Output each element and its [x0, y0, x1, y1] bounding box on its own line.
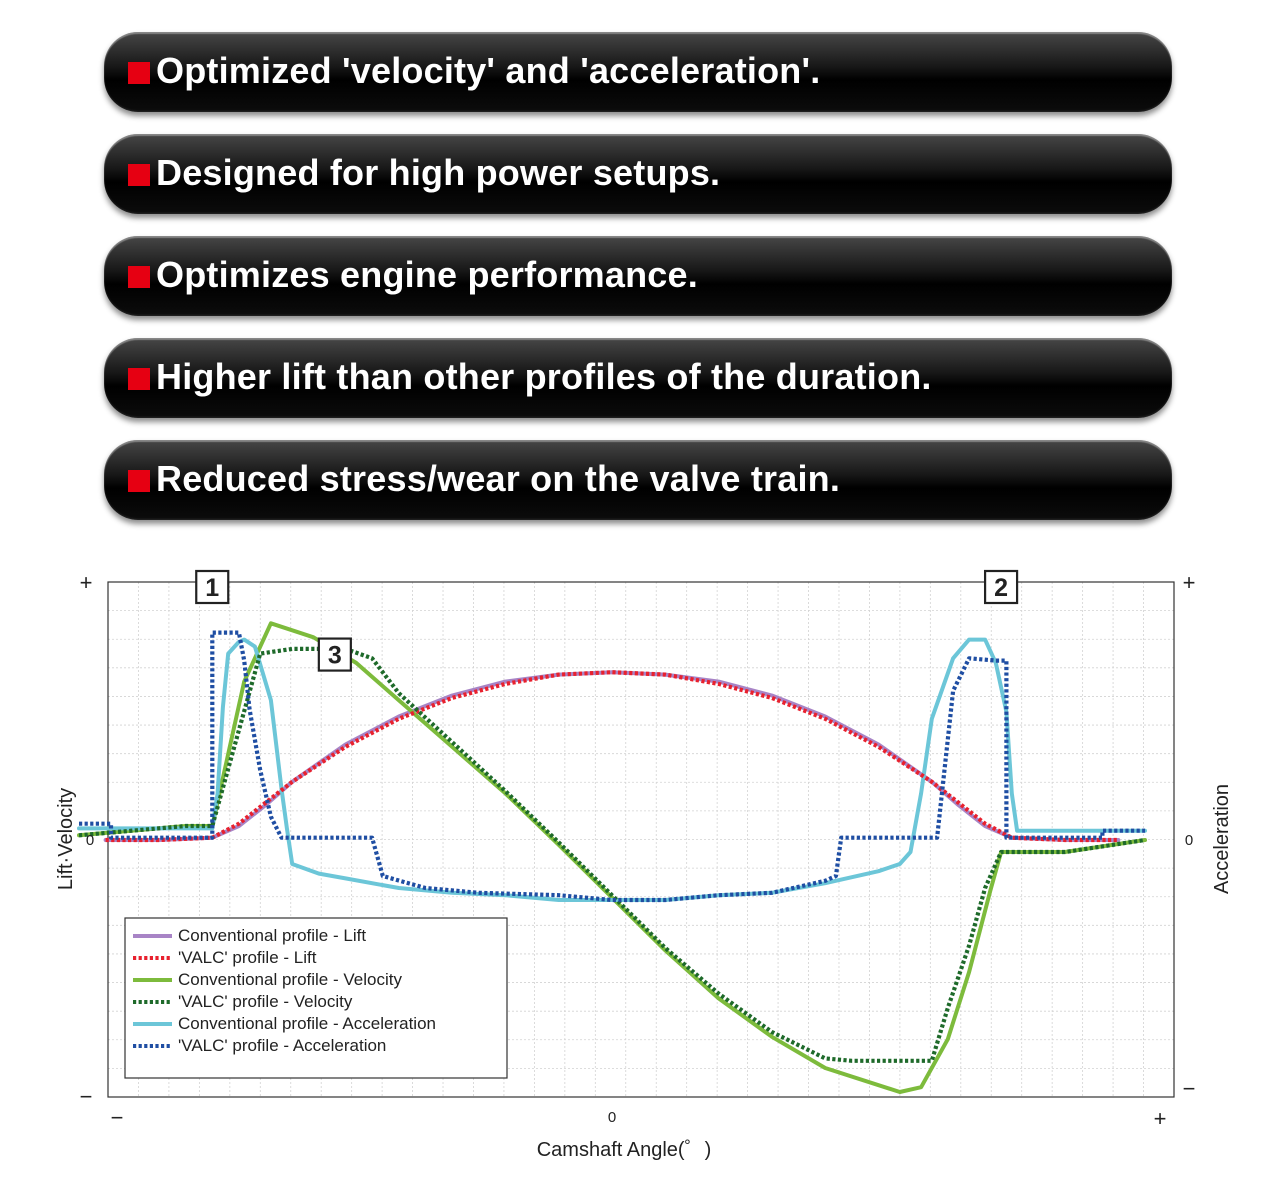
series-line-5 — [77, 637, 1147, 902]
x-axis-title: Camshaft Angle(゜) — [537, 1139, 712, 1161]
feature-text: Higher lift than other profiles of the d… — [156, 356, 932, 397]
chart-grid — [108, 582, 1174, 1097]
legend-label: 'VALC' profile - Velocity — [178, 992, 353, 1011]
callout-label: 1 — [205, 574, 219, 602]
x-zero-tick: 0 — [608, 1109, 616, 1126]
legend-item: Conventional profile - Velocity — [133, 970, 402, 989]
y-left-zero-tick: 0 — [86, 832, 94, 849]
callout-label: 3 — [328, 642, 342, 670]
x-min-tick: − — [111, 1105, 124, 1130]
feature-text: Optimizes engine performance. — [156, 254, 698, 295]
feature-banner-1: Optimized 'velocity' and 'acceleration'. — [104, 32, 1172, 112]
callout-2: 2 — [983, 569, 1019, 605]
series-line-1 — [103, 670, 1121, 842]
y-left-min-tick: − — [80, 1084, 93, 1109]
feature-banner-4: Higher lift than other profiles of the d… — [104, 338, 1172, 418]
feature-text: Designed for high power setups. — [156, 152, 721, 193]
y-right-zero-tick: 0 — [1185, 832, 1193, 849]
legend-label: 'VALC' profile - Lift — [178, 948, 317, 967]
callout-label: 2 — [994, 574, 1008, 602]
bullet-square-icon — [128, 164, 150, 186]
legend-label: Conventional profile - Velocity — [178, 970, 402, 989]
bullet-square-icon — [128, 266, 150, 288]
callouts: 1 2 3 — [195, 569, 1019, 672]
callout-box — [983, 569, 1019, 605]
series-layer — [77, 621, 1147, 1094]
series-line-6 — [79, 630, 1145, 903]
legend-item: Conventional profile - Lift — [133, 926, 366, 945]
bullet-square-icon — [128, 368, 150, 390]
legend-label: Conventional profile - Acceleration — [178, 1014, 436, 1033]
series-line-2 — [105, 670, 1119, 843]
feature-banner-3: Optimizes engine performance. — [104, 236, 1172, 316]
legend-item: 'VALC' profile - Acceleration — [133, 1036, 386, 1055]
callout-3: 3 — [317, 637, 352, 672]
cam-profile-chart: 1 23 + 0 − + 0 − − 0 + Camshaft Angle(゜) … — [55, 569, 1233, 1161]
callout-box — [195, 569, 230, 605]
x-max-tick: + — [1154, 1106, 1167, 1131]
legend-label: 'VALC' profile - Acceleration — [178, 1036, 386, 1055]
chart-legend: Conventional profile - Lift 'VALC' profil… — [124, 917, 508, 1079]
bullet-square-icon — [128, 62, 150, 84]
y-left-max-tick: + — [80, 570, 93, 595]
feature-banner-5: Reduced stress/wear on the valve train. — [104, 440, 1172, 520]
bullet-square-icon — [128, 470, 150, 492]
y-left-axis-title: Lift·Velocity — [55, 788, 77, 890]
y-right-max-tick: + — [1183, 570, 1196, 595]
legend-item: 'VALC' profile - Lift — [133, 948, 317, 967]
y-right-axis-title: Acceleration — [1211, 784, 1233, 894]
callout-box — [317, 637, 352, 672]
legend-box — [124, 917, 508, 1079]
feature-text: Reduced stress/wear on the valve train. — [156, 458, 841, 499]
legend-item: 'VALC' profile - Velocity — [133, 992, 353, 1011]
feature-text: Optimized 'velocity' and 'acceleration'. — [156, 50, 821, 91]
legend-label: Conventional profile - Lift — [178, 926, 366, 945]
y-right-min-tick: − — [1183, 1076, 1196, 1101]
feature-banner-2: Designed for high power setups. — [104, 134, 1172, 214]
callout-1: 1 — [195, 569, 230, 605]
legend-item: Conventional profile - Acceleration — [133, 1014, 436, 1033]
series-line-4 — [78, 646, 1146, 1063]
